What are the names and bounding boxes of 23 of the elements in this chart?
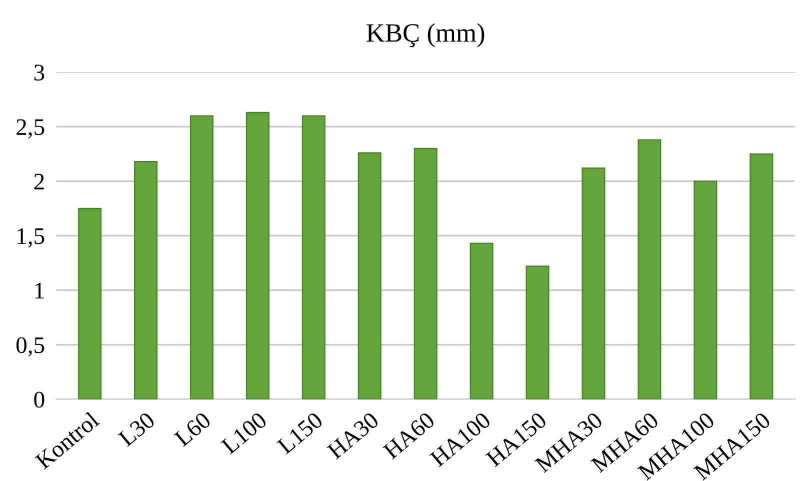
y-tick-label: 1,5 bbox=[18, 228, 44, 248]
bar bbox=[526, 266, 550, 400]
y-tick-label: 0,5 bbox=[16, 337, 44, 357]
x-tick-label: L30 bbox=[118, 411, 156, 448]
y-tick-label: 0 bbox=[34, 392, 44, 408]
bar bbox=[246, 112, 270, 400]
bar bbox=[358, 152, 382, 400]
y-tick-label: 1 bbox=[35, 282, 44, 298]
bar bbox=[470, 242, 494, 400]
x-tick-label: L60 bbox=[174, 411, 212, 448]
chart-title: KBÇ (mm) bbox=[366, 23, 484, 48]
bar bbox=[78, 208, 102, 400]
bar bbox=[750, 153, 774, 400]
y-tick-label: 2 bbox=[34, 174, 44, 190]
bar bbox=[302, 115, 326, 400]
bar bbox=[638, 139, 662, 400]
bar bbox=[694, 180, 718, 400]
bar bbox=[190, 115, 214, 400]
bar bbox=[414, 148, 438, 400]
bar bbox=[582, 168, 606, 400]
y-tick-label: 3 bbox=[34, 64, 44, 81]
bar bbox=[134, 160, 158, 400]
y-tick-label: 2,5 bbox=[16, 119, 44, 138]
